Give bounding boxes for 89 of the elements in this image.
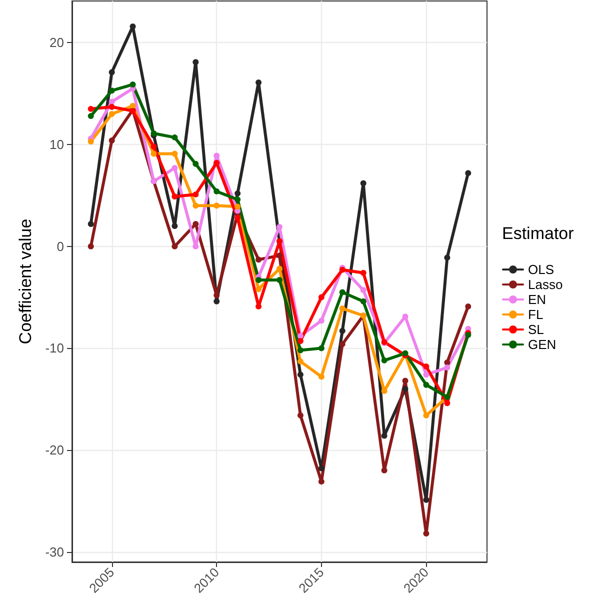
point	[360, 298, 366, 304]
point	[465, 170, 472, 176]
point	[423, 496, 430, 503]
legend-label: GEN	[528, 337, 556, 352]
point	[192, 220, 199, 227]
point	[214, 188, 220, 194]
point	[256, 79, 262, 86]
point	[234, 196, 241, 203]
point	[256, 286, 262, 292]
point	[172, 243, 178, 250]
point	[214, 298, 220, 304]
legend-label: Lasso	[528, 277, 563, 292]
point	[276, 252, 282, 259]
point	[214, 202, 220, 209]
point	[339, 341, 346, 348]
point	[108, 137, 115, 144]
y-tick-label: 0	[56, 238, 64, 254]
point	[192, 202, 199, 209]
point	[130, 102, 136, 109]
point	[108, 69, 115, 76]
point	[318, 374, 324, 380]
point	[88, 106, 94, 112]
point	[318, 478, 324, 485]
point	[318, 318, 324, 324]
point	[256, 256, 262, 263]
point	[150, 144, 157, 150]
point	[318, 294, 324, 300]
legend-label: OLS	[528, 262, 554, 277]
point	[88, 220, 94, 227]
y-tick-label: 10	[50, 137, 64, 152]
point	[108, 98, 115, 105]
point	[192, 59, 199, 66]
point	[444, 364, 450, 371]
point	[276, 266, 282, 272]
point	[297, 338, 304, 344]
point	[402, 386, 408, 392]
point	[402, 378, 408, 384]
point	[339, 289, 346, 296]
point	[465, 303, 472, 310]
point	[360, 287, 366, 294]
point	[318, 345, 324, 352]
point	[192, 160, 199, 167]
point	[234, 214, 241, 221]
point	[381, 357, 388, 364]
point	[256, 276, 262, 283]
legend-label: SL	[528, 322, 544, 337]
y-tick-label: -10	[45, 340, 64, 356]
point	[108, 88, 115, 94]
point	[234, 190, 241, 196]
point	[172, 164, 178, 171]
point	[360, 180, 366, 186]
point	[339, 328, 346, 334]
y-tick-label: -30	[45, 544, 64, 560]
point	[88, 243, 94, 250]
y-tick-label: 20	[50, 35, 64, 50]
point	[88, 138, 94, 145]
point	[423, 382, 430, 388]
point	[423, 412, 430, 418]
point	[130, 81, 136, 88]
point	[172, 134, 178, 140]
point	[423, 372, 430, 378]
point	[297, 412, 304, 418]
point	[108, 111, 115, 118]
point	[318, 465, 324, 472]
point	[360, 270, 366, 276]
point	[444, 359, 450, 366]
point	[423, 364, 430, 370]
point	[172, 193, 178, 200]
point	[108, 104, 115, 110]
point	[192, 191, 199, 198]
point	[297, 347, 304, 354]
point	[381, 432, 388, 439]
point	[339, 305, 346, 312]
point	[297, 358, 304, 364]
point	[150, 150, 157, 157]
point	[276, 276, 282, 283]
point	[297, 372, 304, 378]
point	[130, 23, 136, 30]
legend-label: EN	[528, 292, 546, 307]
point	[234, 204, 241, 210]
point	[172, 150, 178, 157]
y-axis-title: Coefficient value	[16, 218, 35, 344]
legend-label: FL	[528, 307, 544, 322]
point	[172, 223, 178, 230]
y-tick-label: -20	[45, 442, 64, 458]
point	[88, 113, 94, 120]
legend-title: Estimator	[502, 224, 574, 243]
point	[297, 332, 304, 339]
point	[444, 254, 450, 261]
